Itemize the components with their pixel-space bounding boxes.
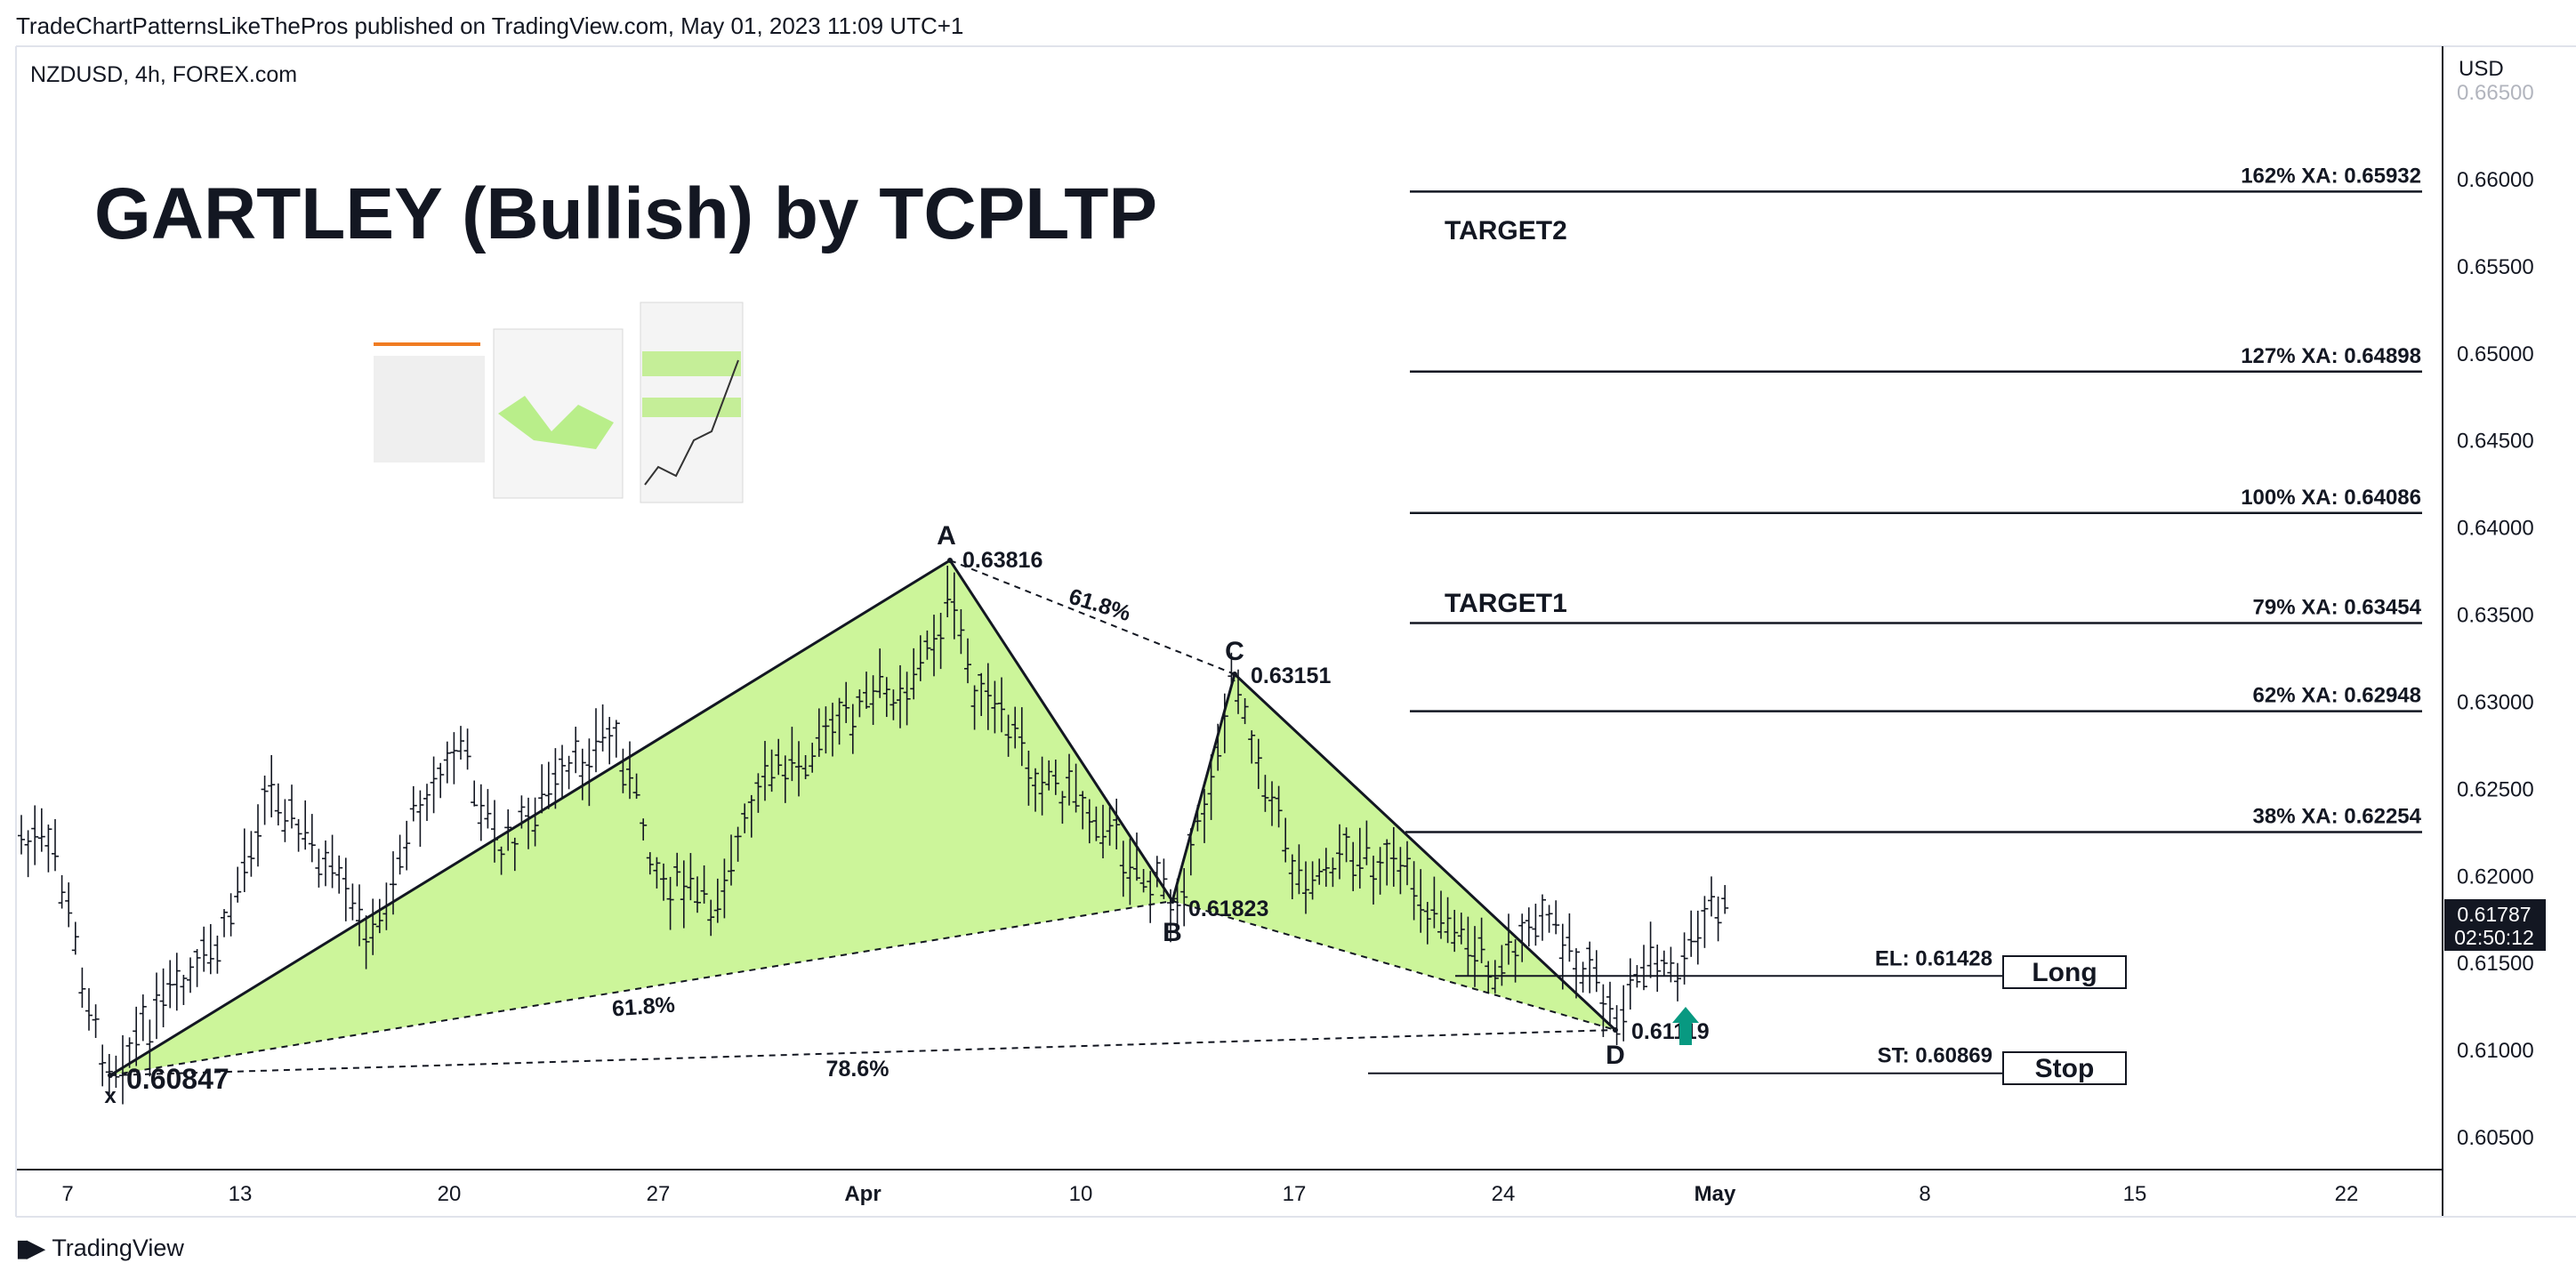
price-tick-label: 0.61500 xyxy=(2457,952,2534,976)
tradingview-brand[interactable]: ▮▶ TradingView xyxy=(16,1235,184,1262)
entry-arrow-icon xyxy=(1672,1007,1699,1045)
fib-level-label: 127% XA: 0.64898 xyxy=(2241,344,2421,368)
ratio-label: 61.8% xyxy=(1066,584,1133,627)
price-tick-label: 0.66000 xyxy=(2457,168,2534,192)
publisher-line: TradeChartPatternsLikeThePros published … xyxy=(16,12,964,39)
time-tick-label: 8 xyxy=(1919,1182,1930,1206)
pattern-price-a: 0.63816 xyxy=(962,548,1042,573)
currency-label: USD xyxy=(2459,57,2504,81)
price-tick-label: 0.64000 xyxy=(2457,517,2534,541)
pattern-point-dot xyxy=(1170,898,1175,904)
pattern-point-b: B xyxy=(1163,918,1182,947)
time-tick-label: 20 xyxy=(438,1182,462,1206)
pattern-layer xyxy=(109,558,1617,1077)
price-tick-label: 0.64500 xyxy=(2457,430,2534,454)
pattern-point-dot xyxy=(947,558,953,563)
ratio-label: 61.8% xyxy=(611,993,676,1022)
chart-title: GARTLEY (Bullish) by TCPLTP xyxy=(94,173,1157,254)
fib-level-label: 38% XA: 0.62254 xyxy=(2253,805,2422,829)
bd-line xyxy=(1171,900,1616,1031)
fib-level-label: 79% XA: 0.63454 xyxy=(2253,596,2422,620)
time-tick-label: 7 xyxy=(61,1182,73,1206)
xb-ratio-line xyxy=(109,900,1173,1076)
fib-level-label: 162% XA: 0.65932 xyxy=(2241,164,2421,188)
fib-level-label: 62% XA: 0.62948 xyxy=(2253,684,2421,708)
time-tick-label: 13 xyxy=(229,1182,253,1206)
entry-level-label: EL: 0.61428 xyxy=(1875,946,1992,970)
long-label: Long xyxy=(2032,958,2097,987)
time-tick-label: 24 xyxy=(1492,1182,1516,1206)
time-tick-label: 22 xyxy=(2335,1182,2359,1206)
price-tick-label: 0.65000 xyxy=(2457,342,2534,366)
time-tick-label: 17 xyxy=(1283,1182,1307,1206)
time-tick-label: 15 xyxy=(2123,1182,2147,1206)
time-tick-label: Apr xyxy=(844,1182,881,1206)
time-tick-label: 27 xyxy=(647,1182,671,1206)
pattern-price-c: 0.63151 xyxy=(1251,664,1331,688)
price-tick-label: 0.63500 xyxy=(2457,604,2534,628)
pattern-point-d: D xyxy=(1606,1041,1625,1070)
last-price-tag: 0.61787 02:50:12 xyxy=(2444,899,2546,951)
price-tick-label: 0.62500 xyxy=(2457,777,2534,801)
overlay: 162% XA: 0.65932 127% XA: 0.64898 100% XA:… xyxy=(104,164,2422,1108)
pattern-point-c: C xyxy=(1225,637,1244,666)
price-axis: 0.66000 0.65500 0.65000 0.64500 0.64000 0.635… xyxy=(2457,81,2534,1150)
brand-name: TradingView xyxy=(52,1235,184,1261)
target-label: TARGET2 xyxy=(1445,216,1567,245)
stop-label: Stop xyxy=(2035,1054,2095,1083)
reference-thumbnail xyxy=(374,298,747,507)
tradingview-logo-icon: ▮▶ xyxy=(16,1235,44,1261)
pattern-point-dot xyxy=(1613,1027,1618,1033)
pattern-price-d: 0.61119 xyxy=(1631,1019,1710,1044)
time-tick-label: 10 xyxy=(1069,1182,1093,1206)
stop-order-button[interactable]: Stop xyxy=(2002,1051,2127,1085)
pattern-point-dot xyxy=(1232,672,1237,677)
stop-level-label: ST: 0.60869 xyxy=(1878,1044,1992,1068)
bar-countdown: 02:50:12 xyxy=(2454,926,2534,949)
price-tick-label: 0.63000 xyxy=(2457,690,2534,714)
ac-ratio-line xyxy=(949,559,1236,675)
fib-level-label: 100% XA: 0.64086 xyxy=(2241,486,2421,510)
last-price-value: 0.61787 xyxy=(2457,903,2531,926)
target-label: TARGET1 xyxy=(1445,589,1567,618)
time-tick-label: May xyxy=(1695,1182,1736,1206)
time-axis: 7 13 20 27 Apr 10 17 24 May 8 15 22 xyxy=(61,1182,2358,1206)
pattern-point-a: A xyxy=(937,521,956,551)
price-tick-label: 0.65500 xyxy=(2457,255,2534,279)
candles xyxy=(18,566,1729,1105)
long-order-button[interactable]: Long xyxy=(2002,955,2127,989)
price-tick-label: 0.60500 xyxy=(2457,1126,2534,1150)
ratio-label: 78.6% xyxy=(826,1057,890,1082)
pattern-point-dot xyxy=(108,1073,113,1078)
symbol-legend[interactable]: NZDUSD, 4h, FOREX.com xyxy=(30,62,298,87)
price-tick-label: 0.61000 xyxy=(2457,1039,2534,1063)
pattern-price-b: 0.61823 xyxy=(1188,897,1268,921)
pattern-point-x: x xyxy=(104,1084,117,1108)
pattern-price-x: 0.60847 xyxy=(126,1063,229,1095)
price-tick-label: 0.66500 xyxy=(2457,81,2534,105)
xd-ratio-line xyxy=(109,1029,1616,1076)
price-tick-label: 0.62000 xyxy=(2457,865,2534,889)
